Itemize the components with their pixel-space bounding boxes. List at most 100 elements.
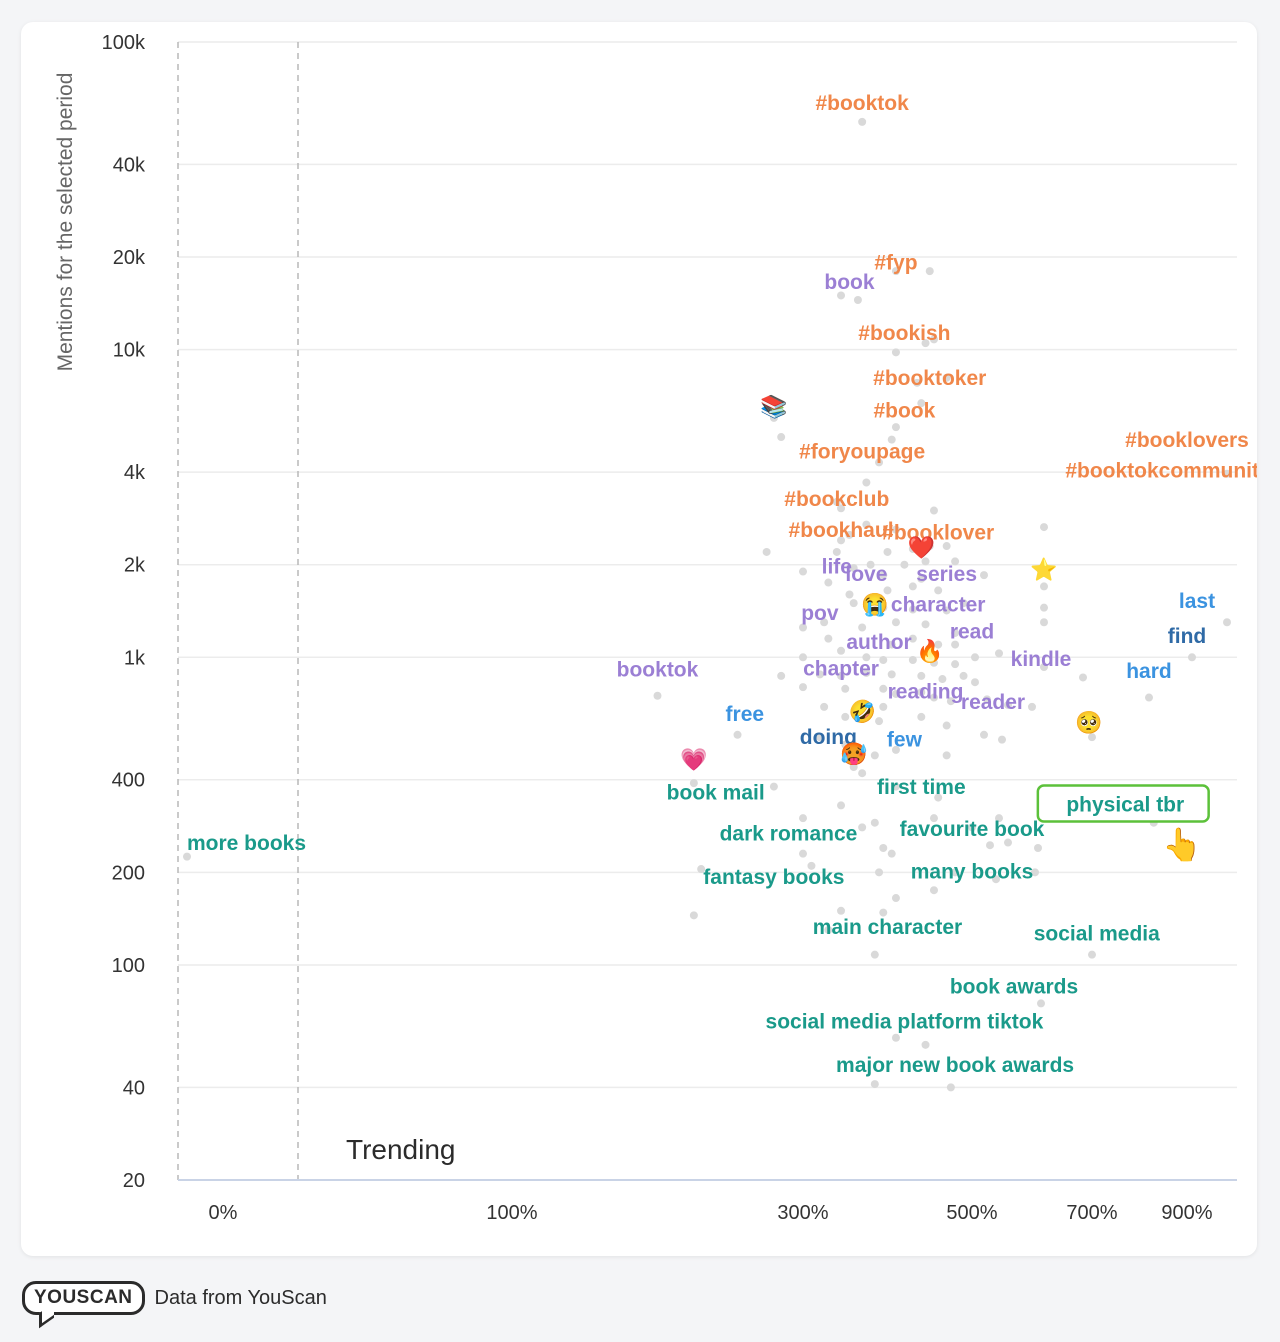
data-point <box>832 547 841 556</box>
data-point <box>921 557 930 566</box>
source-text: Data from YouScan <box>154 1286 327 1309</box>
data-label: #booktoker <box>873 367 986 390</box>
y-axis-label: Mentions for the selected period <box>54 73 77 372</box>
data-point <box>917 712 926 721</box>
data-point <box>891 745 900 754</box>
data-point <box>917 688 926 697</box>
data-point <box>995 649 1003 658</box>
data-label: book mail <box>667 782 765 805</box>
data-point <box>879 908 888 917</box>
data-label: book awards <box>950 975 1078 998</box>
data-label: free <box>726 703 765 726</box>
data-point <box>866 560 875 569</box>
data-point <box>908 605 917 614</box>
logo-text: YOUSCAN <box>34 1287 133 1308</box>
data-point <box>837 536 846 545</box>
y-tick-label: 40k <box>113 154 146 176</box>
data-point <box>942 751 951 760</box>
data-label: first time <box>877 776 966 799</box>
youscan-logo[interactable]: YOUSCAN <box>22 1281 145 1329</box>
data-point <box>1088 950 1096 959</box>
data-point <box>841 740 850 749</box>
data-label: booktok <box>617 658 699 681</box>
heart-emoji: ❤️ <box>908 535 936 560</box>
grid-lines <box>178 41 1237 1089</box>
data-point <box>908 544 917 553</box>
y-tick-label: 100 <box>112 955 145 977</box>
data-label: #fyp <box>874 251 917 274</box>
data-label: character <box>891 594 986 617</box>
data-label: physical tbr <box>1066 794 1184 817</box>
data-point <box>862 478 871 487</box>
data-point <box>891 423 900 432</box>
data-point <box>858 117 867 126</box>
trending-annotation: Trending <box>346 1134 455 1165</box>
data-point <box>837 801 846 810</box>
data-label: author <box>846 631 911 654</box>
data-point <box>837 671 846 680</box>
y-tick-label: 4k <box>124 462 146 484</box>
data-point <box>1145 693 1153 702</box>
footer: YOUSCAN Data from YouScan <box>22 1278 327 1329</box>
x-tick-label: 700% <box>1066 1202 1117 1224</box>
data-point <box>879 684 888 693</box>
data-point <box>887 670 896 679</box>
data-label: main character <box>813 916 962 939</box>
data-point <box>908 634 917 643</box>
data-point <box>883 547 892 556</box>
data-label: read <box>950 620 994 643</box>
data-point <box>951 868 960 877</box>
data-label: pov <box>801 602 839 625</box>
data-point <box>845 590 854 599</box>
data-point <box>980 730 988 739</box>
data-point <box>921 620 930 629</box>
data-point <box>942 542 951 551</box>
data-point <box>891 1033 900 1042</box>
data-point <box>799 623 807 632</box>
data-point <box>917 574 926 583</box>
data-point <box>891 894 900 903</box>
data-point <box>971 678 979 687</box>
data-point <box>1223 618 1231 627</box>
data-label: #bookhaul <box>789 519 894 542</box>
data-point <box>942 606 951 615</box>
crying-emoji: 😭 <box>861 592 888 617</box>
data-point <box>929 506 938 515</box>
data-point <box>1037 999 1045 1008</box>
data-point <box>946 1083 955 1092</box>
data-point <box>1040 582 1048 591</box>
data-point <box>921 339 930 348</box>
rofl-emoji: 🤣 <box>847 699 875 726</box>
data-point <box>762 547 771 556</box>
data-point <box>799 653 807 662</box>
data-point <box>799 814 807 823</box>
data-point <box>986 841 994 850</box>
data-point <box>917 671 926 680</box>
data-point <box>824 634 833 643</box>
data-point <box>891 525 900 534</box>
data-label: love <box>845 563 887 586</box>
data-label: reader <box>961 691 1025 714</box>
x-tick-label: 300% <box>777 1202 828 1224</box>
pointing-hand-emoji: 👆 <box>1162 826 1202 862</box>
data-point <box>807 861 816 870</box>
data-point <box>799 683 807 692</box>
data-point <box>908 582 917 591</box>
data-point <box>769 782 778 791</box>
data-label: #booklovers <box>1125 429 1249 452</box>
axes: 100k 40k 20k 10k 4k 2k 1k 400 200 100 40 20 0% 100% 30… <box>102 32 1237 1224</box>
data-label: #booklover <box>882 522 994 545</box>
data-point <box>891 689 900 698</box>
data-point <box>799 567 807 576</box>
data-point <box>934 640 943 649</box>
data-point <box>820 618 829 627</box>
data-point <box>870 1080 879 1089</box>
x-tick-label: 500% <box>946 1202 997 1224</box>
highlight-box <box>1036 784 1210 823</box>
data-point <box>837 504 846 513</box>
data-point <box>769 413 778 422</box>
data-point <box>1034 843 1042 852</box>
data-label: favourite book <box>900 818 1045 841</box>
data-point <box>875 458 884 467</box>
